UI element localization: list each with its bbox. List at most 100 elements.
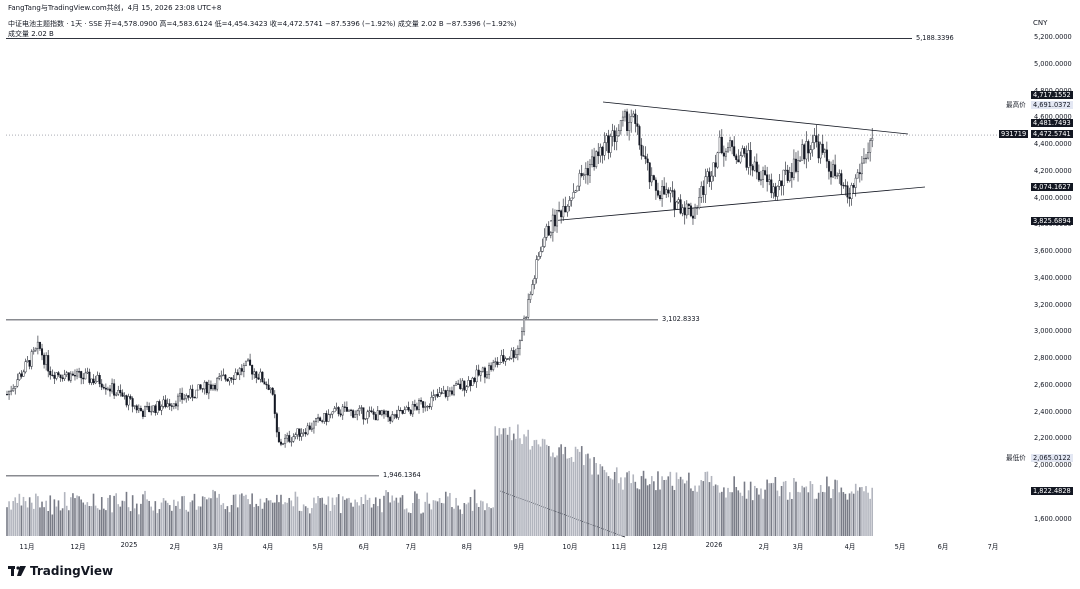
candle-body <box>607 135 610 153</box>
volume-bar <box>160 502 163 536</box>
ohlc-legend[interactable]: 中证电池主题指数 · 1天 · SSE 开=4,578.0900 高=4,583… <box>8 20 517 28</box>
candle-body <box>296 428 299 435</box>
volume-bar <box>86 502 89 536</box>
volume-bar <box>692 490 694 536</box>
volume-bar <box>795 481 797 536</box>
candle-body <box>652 175 655 181</box>
volume-bar <box>747 490 750 536</box>
candle-body <box>174 403 177 407</box>
candle-body <box>139 408 142 412</box>
candle-body <box>683 207 686 216</box>
candle-body <box>844 185 847 187</box>
volume-bar <box>708 482 711 536</box>
candle-body <box>277 431 280 443</box>
volume-bar <box>871 487 873 536</box>
candle-body <box>350 409 353 411</box>
volume-bar <box>298 510 301 536</box>
candle-body <box>403 409 406 414</box>
volume-bar <box>628 470 630 536</box>
volume-bar <box>253 506 255 536</box>
volume-bar <box>346 498 348 536</box>
volume-bar <box>442 503 445 536</box>
volume-bar <box>325 504 328 536</box>
volume-bar <box>791 498 793 536</box>
volume-bar <box>632 474 635 536</box>
candle-body <box>786 169 789 181</box>
volume-bar <box>107 497 109 536</box>
volume-bar <box>613 471 616 536</box>
candle-body <box>626 111 629 131</box>
volume-bar <box>834 479 836 536</box>
volume-bar <box>465 504 468 536</box>
volume-bar <box>414 491 416 536</box>
volume-bar <box>154 501 157 536</box>
candle-body <box>817 141 820 159</box>
volume-bar <box>362 504 365 536</box>
candle-body <box>679 199 682 214</box>
volume-bar <box>379 498 381 536</box>
volume-bar <box>780 486 783 536</box>
candle-body <box>650 175 653 183</box>
volume-bar <box>271 502 274 536</box>
candle-body <box>467 380 470 387</box>
candle-body <box>55 372 58 379</box>
volume-legend[interactable]: 成交量 2.02 B <box>8 30 54 38</box>
time-axis-tick: 2025 <box>120 541 138 549</box>
candle-body <box>413 404 416 407</box>
volume-bar <box>12 501 14 536</box>
candle-body <box>578 173 581 187</box>
volume-bar <box>494 426 497 536</box>
volume-bar <box>578 451 581 536</box>
candle-body <box>352 410 355 418</box>
time-axis-tick: 8月 <box>461 543 473 551</box>
volume-bar <box>543 439 546 536</box>
candle-body <box>335 407 338 409</box>
volume-bar <box>302 504 305 536</box>
candle-body <box>282 443 285 445</box>
volume-bar <box>836 480 838 536</box>
volume-bar <box>861 487 863 536</box>
price-tag-1822: 1,822.4828 <box>1031 487 1073 495</box>
candle-body <box>642 155 645 157</box>
candle-body <box>453 385 456 395</box>
volume-bar <box>737 490 740 536</box>
tradingview-logo[interactable]: TradingView <box>8 564 113 578</box>
time-axis-tick: 11月 <box>611 543 627 551</box>
volume-bar <box>554 457 556 536</box>
volume-bar <box>622 489 624 536</box>
volume-bar <box>842 492 845 536</box>
volume-bar <box>611 479 614 536</box>
candle-body <box>675 201 678 210</box>
volume-bar <box>624 477 626 536</box>
candle-body <box>576 185 579 192</box>
volume-bar <box>206 499 208 536</box>
volume-bar <box>98 509 101 536</box>
candle-body <box>82 377 85 380</box>
volume-bar <box>595 463 597 536</box>
candle-body <box>488 365 491 375</box>
candle-body <box>667 189 670 194</box>
candle-body <box>825 149 828 162</box>
volume-bar <box>315 503 317 536</box>
volume-bar <box>686 480 688 536</box>
volume-bar <box>348 497 350 536</box>
time-axis-tick: 4月 <box>844 543 856 551</box>
candle-body <box>533 278 536 285</box>
volume-bar <box>171 510 173 536</box>
candle-body <box>508 357 511 360</box>
volume-bar <box>490 508 492 536</box>
candle-body <box>543 236 546 247</box>
candle-body <box>562 206 565 218</box>
volume-bar <box>475 503 478 536</box>
time-axis-tick: 3月 <box>792 543 804 551</box>
candle-body <box>343 406 346 408</box>
volume-bar <box>434 500 437 536</box>
volume-bar <box>80 499 82 536</box>
volume-bar <box>504 427 507 536</box>
candle-body <box>321 420 324 422</box>
price-axis-tick: 4,400.0000 <box>1034 140 1072 148</box>
volume-bar <box>195 509 198 536</box>
volume-bar <box>424 501 426 536</box>
currency-label[interactable]: CNY <box>1033 19 1048 27</box>
